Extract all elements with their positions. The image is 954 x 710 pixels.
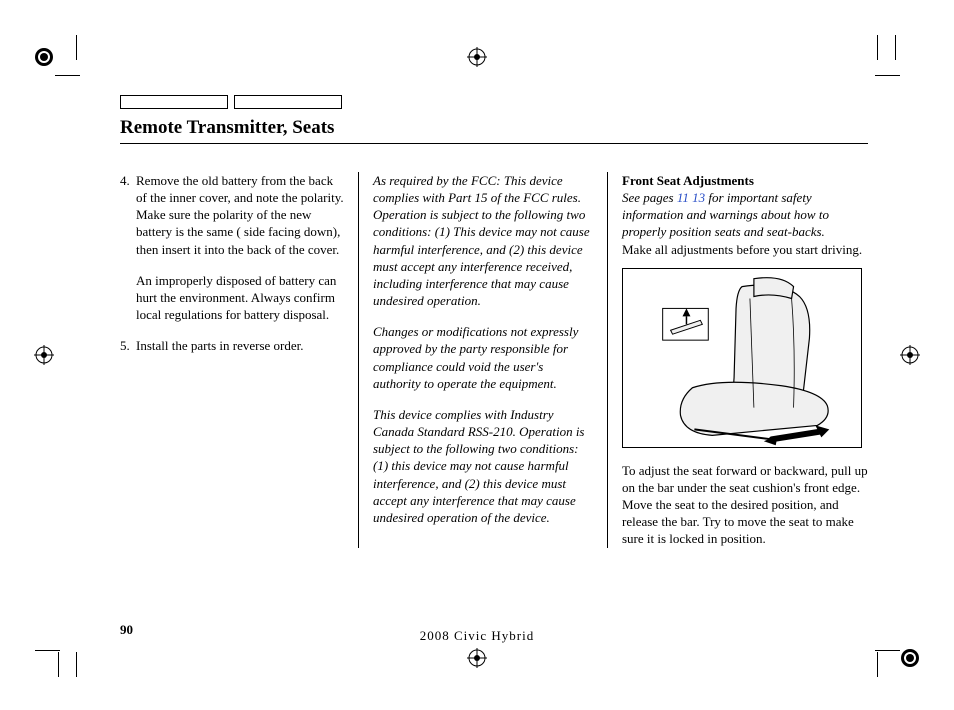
text-columns: 4. Remove the old battery from the back … (120, 172, 868, 548)
placeholder-box (234, 95, 342, 109)
registration-mark-bc (467, 648, 487, 668)
registration-mark-tc (467, 47, 487, 67)
crop-mark (58, 652, 59, 677)
column-3-seats: Front Seat Adjustments See pages 11 13 f… (608, 172, 868, 548)
front-seat-heading: Front Seat Adjustments (622, 172, 868, 189)
crop-mark (895, 35, 896, 60)
header-placeholder-boxes (120, 95, 868, 109)
crop-mark (877, 35, 878, 60)
page-ref-link[interactable]: 13 (692, 190, 705, 205)
column-2-fcc: As required by the FCC: This device comp… (358, 172, 608, 548)
title-rule (120, 143, 868, 144)
registration-mark-mr (900, 345, 920, 365)
crop-mark (35, 650, 60, 651)
safety-pre: See pages (622, 190, 677, 205)
footer-model: 2008 Civic Hybrid (0, 628, 954, 644)
crop-mark (877, 652, 878, 677)
page-content: Remote Transmitter, Seats 4. Remove the … (120, 95, 868, 548)
fcc-paragraph: Changes or modifications not expressly a… (373, 323, 593, 392)
seat-body-text: To adjust the seat forward or backward, … (622, 462, 868, 548)
seat-adjustment-figure (622, 268, 862, 448)
step-text: Remove the old battery from the back of … (136, 173, 344, 257)
step-4: 4. Remove the old battery from the back … (120, 172, 344, 323)
page-ref-link[interactable]: 11 (677, 190, 689, 205)
placeholder-box (120, 95, 228, 109)
crop-mark (76, 35, 77, 60)
step-5: 5. Install the parts in reverse order. (120, 337, 344, 354)
step-subtext: An improperly disposed of battery can hu… (136, 272, 344, 323)
crop-mark (76, 652, 77, 677)
safety-note: See pages 11 13 for important safety inf… (622, 189, 868, 240)
section-title: Remote Transmitter, Seats (120, 117, 868, 139)
registration-mark-tl (34, 47, 54, 67)
crop-mark (55, 75, 80, 76)
step-number: 4. (120, 172, 136, 323)
fcc-paragraph: As required by the FCC: This device comp… (373, 172, 593, 309)
step-text: Install the parts in reverse order. (136, 337, 344, 354)
registration-mark-ml (34, 345, 54, 365)
step-body: Remove the old battery from the back of … (136, 172, 344, 323)
registration-mark-br (900, 648, 920, 668)
step-number: 5. (120, 337, 136, 354)
column-1: 4. Remove the old battery from the back … (120, 172, 358, 548)
crop-mark (875, 650, 900, 651)
fcc-paragraph: This device complies with Industry Canad… (373, 406, 593, 526)
seat-intro: Make all adjustments before you start dr… (622, 241, 868, 258)
crop-mark (875, 75, 900, 76)
